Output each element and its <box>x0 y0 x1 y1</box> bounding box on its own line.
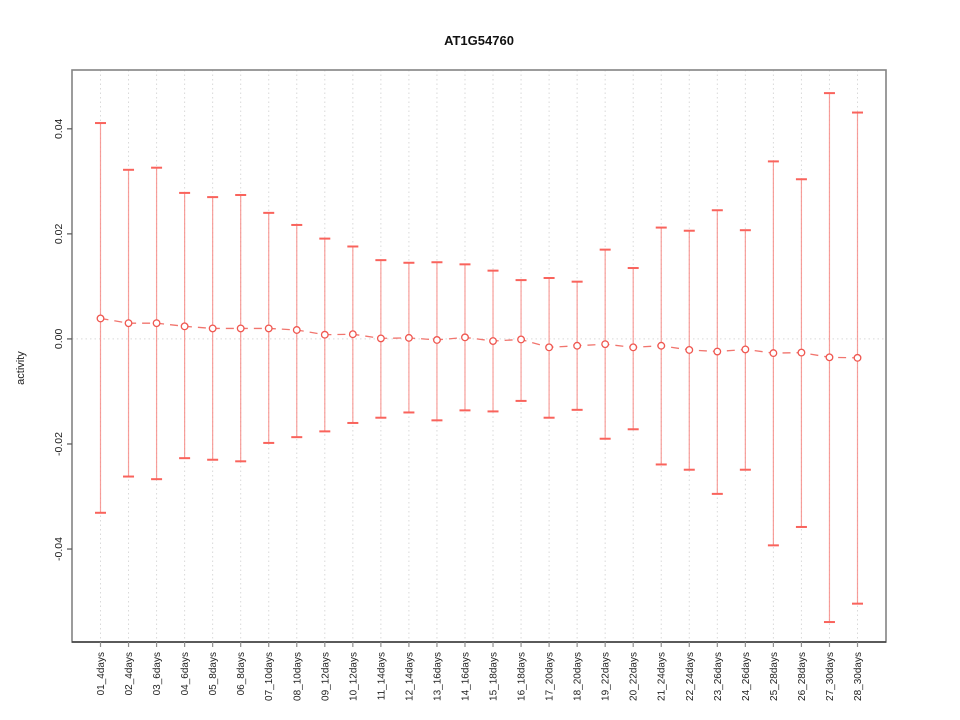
x-tick-label: 04_6days <box>180 652 191 695</box>
data-point-marker <box>741 345 750 354</box>
data-point-marker <box>292 326 301 334</box>
x-tick-label: 25_28days <box>769 652 780 701</box>
y-tick-label: 0.02 <box>53 224 65 245</box>
series-line <box>100 317 858 359</box>
x-tick-label: 24_26days <box>741 652 752 701</box>
x-tick-label: 26_28days <box>797 652 808 701</box>
x-tick-label: 21_24days <box>657 652 668 701</box>
y-tick-label: -0.04 <box>53 537 65 561</box>
x-tick-label: 02_4days <box>124 652 135 695</box>
x-tick-label: 06_8days <box>236 652 247 695</box>
x-tick-label: 16_18days <box>517 652 528 701</box>
data-point-marker <box>180 322 189 331</box>
chart-title: AT1G54760 <box>444 33 514 48</box>
x-tick-label: 17_20days <box>545 652 556 701</box>
x-tick-label: 09_12days <box>320 652 331 701</box>
plot-border <box>71 69 887 643</box>
data-point-marker <box>517 335 526 344</box>
data-point-marker <box>489 337 497 345</box>
x-tick-label: 27_30days <box>825 652 836 701</box>
x-tick-label: 08_10days <box>292 652 303 701</box>
data-point-marker <box>152 319 161 328</box>
x-tick-label: 07_10days <box>264 652 275 701</box>
data-point-marker <box>601 340 610 349</box>
data-point-marker <box>853 353 862 362</box>
data-point-marker <box>432 336 441 344</box>
data-point-marker <box>461 333 469 342</box>
y-axis-label: activity <box>15 351 27 385</box>
x-tick-label: 19_22days <box>601 652 612 701</box>
x-tick-label: 14_16days <box>460 652 471 701</box>
y-tick-label: 0.04 <box>53 118 65 139</box>
x-tick-label: 03_6days <box>152 652 163 695</box>
data-point-marker <box>320 330 329 339</box>
data-point-marker <box>404 333 413 342</box>
data-point-marker <box>208 324 217 333</box>
x-tick-label: 20_22days <box>629 652 640 701</box>
data-point-marker <box>685 346 694 354</box>
data-point-marker <box>96 314 105 323</box>
data-point-marker <box>348 330 357 339</box>
data-point-marker <box>657 341 666 350</box>
x-tick-label: 01_4days <box>96 652 107 695</box>
x-tick-label: 15_18days <box>489 652 500 701</box>
data-point-marker <box>629 343 638 352</box>
data-point-marker <box>713 347 722 356</box>
x-tick-label: 11_14days <box>376 652 387 700</box>
data-point-marker <box>769 349 778 358</box>
y-tick-label: -0.02 <box>53 432 65 456</box>
x-tick-label: 10_12days <box>348 652 359 701</box>
data-point-marker <box>545 343 554 352</box>
y-tick-label: 0.00 <box>53 329 65 350</box>
data-point-marker <box>124 319 133 328</box>
x-tick-label: 18_20days <box>573 652 584 701</box>
x-tick-label: 28_30days <box>853 652 864 701</box>
x-tick-label: 05_8days <box>208 652 219 695</box>
x-tick-label: 12_14days <box>404 652 415 701</box>
data-point-marker <box>825 353 834 362</box>
data-point-marker <box>264 324 273 333</box>
data-point-marker <box>797 348 806 357</box>
data-point-marker <box>236 324 245 333</box>
x-tick-label: 22_24days <box>685 652 696 701</box>
data-point-marker <box>376 334 385 343</box>
x-tick-label: 23_26days <box>713 652 724 701</box>
x-tick-label: 13_16days <box>432 652 443 701</box>
data-point-marker <box>573 341 582 350</box>
